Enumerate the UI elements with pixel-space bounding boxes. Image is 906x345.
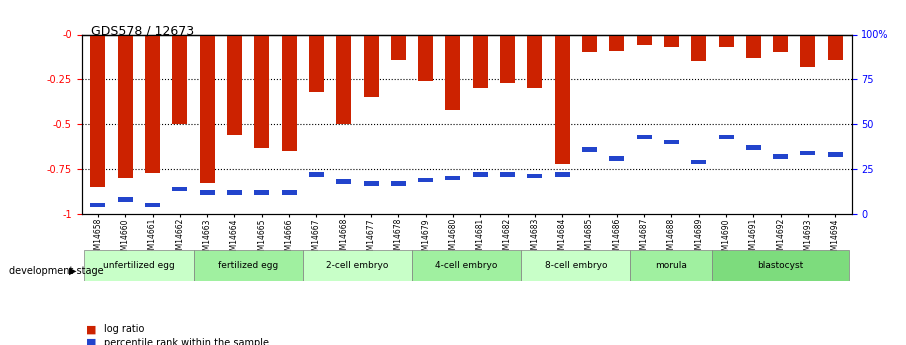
- Bar: [500, 34, 516, 83]
- FancyBboxPatch shape: [84, 250, 194, 281]
- Bar: [282, 190, 296, 195]
- Bar: [473, 34, 487, 88]
- Bar: [718, 135, 734, 139]
- Bar: [363, 34, 379, 97]
- Bar: [746, 34, 761, 58]
- Bar: [118, 197, 133, 202]
- Bar: [773, 154, 788, 159]
- FancyBboxPatch shape: [303, 250, 412, 281]
- Bar: [145, 34, 160, 172]
- Bar: [800, 151, 815, 155]
- Bar: [309, 172, 324, 177]
- Bar: [199, 34, 215, 184]
- Text: 4-cell embryo: 4-cell embryo: [436, 261, 497, 270]
- Text: 2-cell embryo: 2-cell embryo: [326, 261, 389, 270]
- Bar: [527, 34, 543, 88]
- Bar: [800, 34, 815, 67]
- Bar: [664, 34, 679, 47]
- Bar: [227, 34, 242, 135]
- Bar: [828, 152, 843, 157]
- Text: morula: morula: [655, 261, 688, 270]
- Bar: [255, 34, 269, 148]
- Bar: [527, 174, 543, 178]
- Bar: [609, 34, 624, 51]
- Bar: [145, 203, 160, 207]
- FancyBboxPatch shape: [412, 250, 521, 281]
- Bar: [691, 160, 706, 164]
- Bar: [554, 172, 570, 177]
- Bar: [282, 34, 296, 151]
- Bar: [691, 34, 706, 61]
- Text: 8-cell embryo: 8-cell embryo: [545, 261, 607, 270]
- Bar: [473, 172, 487, 177]
- Bar: [172, 187, 188, 191]
- Bar: [609, 156, 624, 160]
- Bar: [390, 34, 406, 60]
- Bar: [637, 34, 651, 45]
- Text: ■: ■: [86, 325, 97, 334]
- Bar: [363, 181, 379, 186]
- FancyBboxPatch shape: [194, 250, 303, 281]
- Bar: [336, 179, 352, 184]
- Bar: [91, 34, 105, 187]
- Bar: [199, 190, 215, 195]
- Text: log ratio: log ratio: [104, 325, 145, 334]
- FancyBboxPatch shape: [712, 250, 849, 281]
- Text: ■: ■: [86, 338, 97, 345]
- Text: unfertilized egg: unfertilized egg: [103, 261, 175, 270]
- FancyBboxPatch shape: [521, 250, 631, 281]
- Bar: [118, 34, 133, 178]
- Text: GDS578 / 12673: GDS578 / 12673: [91, 24, 194, 37]
- Text: blastocyst: blastocyst: [757, 261, 804, 270]
- Text: development stage: development stage: [9, 266, 103, 276]
- Bar: [227, 190, 242, 195]
- Text: percentile rank within the sample: percentile rank within the sample: [104, 338, 269, 345]
- Bar: [554, 34, 570, 164]
- Bar: [746, 145, 761, 150]
- Bar: [637, 135, 651, 139]
- Bar: [390, 181, 406, 186]
- Bar: [336, 34, 352, 124]
- Text: ▶: ▶: [69, 266, 76, 276]
- Bar: [418, 178, 433, 182]
- Bar: [718, 34, 734, 47]
- Bar: [446, 34, 460, 110]
- Bar: [91, 203, 105, 207]
- Bar: [664, 140, 679, 144]
- Bar: [828, 34, 843, 60]
- Bar: [582, 147, 597, 151]
- FancyBboxPatch shape: [631, 250, 712, 281]
- Bar: [309, 34, 324, 92]
- Text: fertilized egg: fertilized egg: [218, 261, 278, 270]
- Bar: [418, 34, 433, 81]
- Bar: [446, 176, 460, 180]
- Bar: [172, 34, 188, 124]
- Bar: [255, 190, 269, 195]
- Bar: [582, 34, 597, 52]
- Bar: [773, 34, 788, 52]
- Bar: [500, 172, 516, 177]
